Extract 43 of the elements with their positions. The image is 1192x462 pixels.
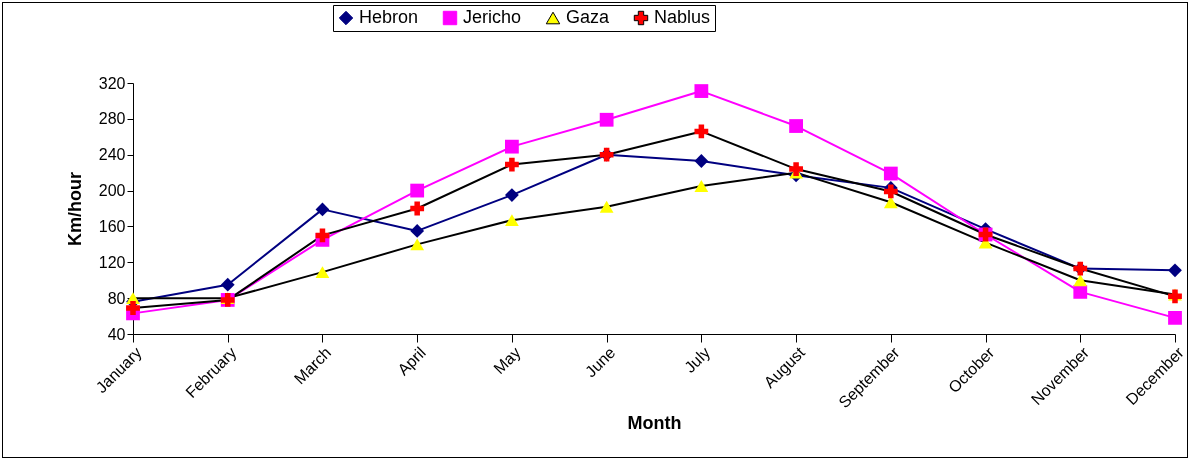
y-tick-label: 120 [98,253,126,271]
point [1073,274,1088,287]
point [505,157,519,172]
legend-label: Jericho [463,7,522,27]
point [126,301,140,315]
point [883,166,898,181]
point [410,201,425,216]
point [220,277,235,292]
point [410,183,425,198]
y-tick-label: 40 [107,325,126,343]
point [410,224,425,238]
point [1073,284,1088,299]
point [505,139,519,154]
legend-label: Nablus [654,7,711,27]
y-axis-title: Km/hour [64,172,85,246]
point [694,180,709,193]
point [410,238,425,251]
point [1168,263,1182,278]
point [505,188,519,202]
point [599,112,614,127]
y-tick-label: 280 [98,110,126,128]
y-tick-label: 320 [98,74,126,92]
point [1168,310,1182,325]
x-axis-title: Month [627,413,682,434]
point [315,266,330,279]
x-tick-label: May [490,343,524,378]
y-tick-label: 200 [98,182,126,200]
legend-label: Gaza [566,7,611,27]
point [883,184,898,199]
point [315,202,330,217]
point [694,124,709,139]
y-tick-label: 80 [107,289,126,307]
point [505,214,519,227]
point [789,119,803,133]
y-tick-label: 240 [98,146,126,164]
x-tick-label: July [681,343,714,376]
point [694,154,709,168]
point [694,84,709,98]
legend-label: Hebron [359,7,419,27]
point [789,162,803,176]
y-tick-label: 160 [98,217,126,235]
point [599,200,614,213]
point [883,196,898,209]
